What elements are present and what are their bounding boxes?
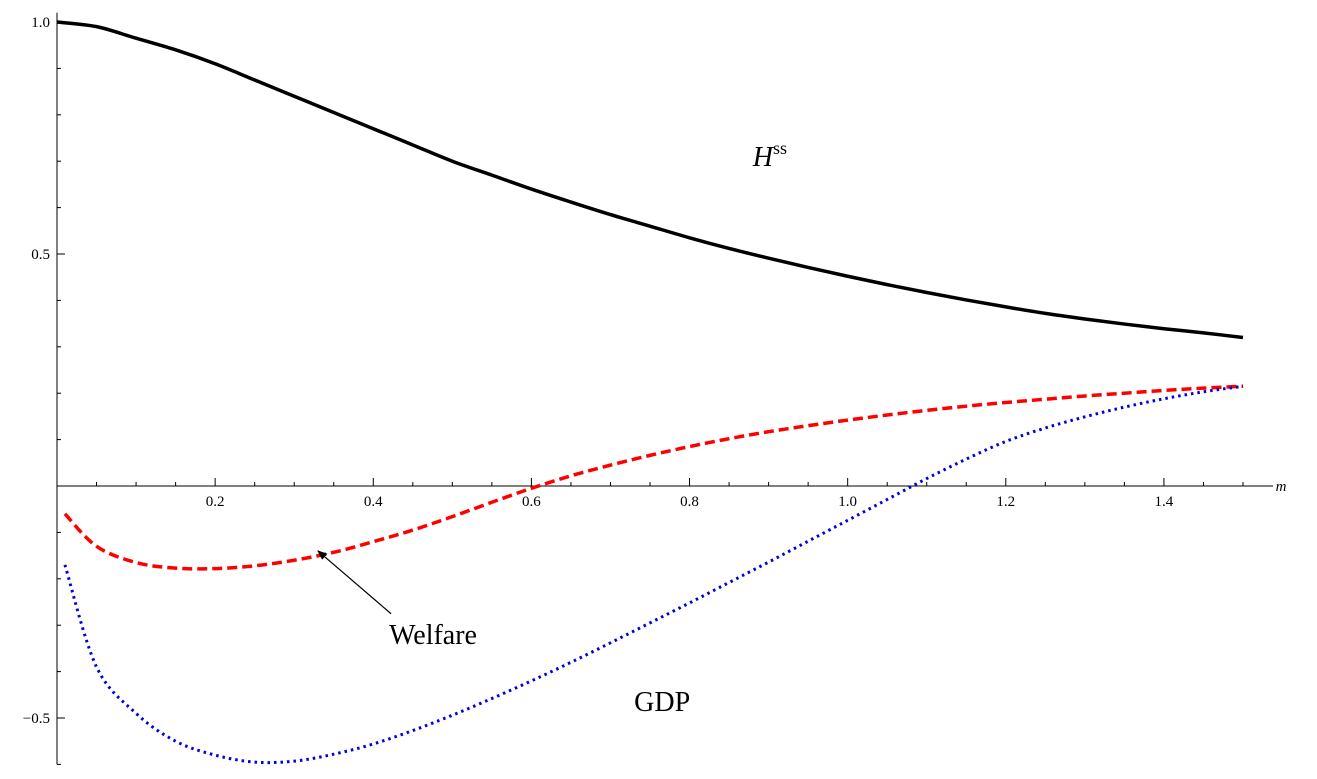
x-axis-label: m [1276,479,1287,495]
series-group [56,20,1244,765]
welfare-arrow [317,550,392,615]
annotations: Hss Welfare GDP [317,138,787,718]
x-tick-label: 0.8 [680,494,699,510]
x-tick-label: 0.4 [364,494,383,510]
axes: 0.2 0.4 0.6 0.8 1.0 1.2 1.4 1.0 0.5 −0.5 m [23,12,1287,765]
welfare-line [63,384,1244,571]
y-tick-label: 1.0 [31,15,50,31]
x-tick-label: 1.4 [1155,494,1174,510]
welfare-annotation: Welfare [389,620,477,651]
gdp-annotation: GDP [634,687,690,718]
x-tick-label: 0.6 [522,494,541,510]
y-tick-label: −0.5 [23,711,50,727]
hss-annotation: Hss [752,138,787,173]
x-tick-label: 1.0 [838,494,857,510]
y-tick-label: 0.5 [31,247,50,263]
hss-line [56,20,1244,340]
x-tick-label: 0.2 [206,494,225,510]
x-tick-label: 1.2 [996,494,1015,510]
